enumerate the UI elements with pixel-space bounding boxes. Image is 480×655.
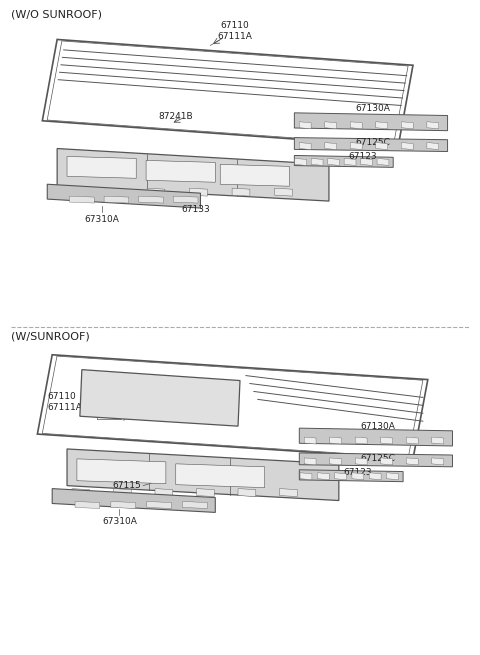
Polygon shape bbox=[295, 159, 307, 165]
Polygon shape bbox=[300, 428, 453, 446]
Text: 67111A: 67111A bbox=[217, 32, 252, 41]
Text: (W/SUNROOF): (W/SUNROOF) bbox=[11, 332, 89, 342]
Polygon shape bbox=[330, 437, 342, 444]
Text: 67125C: 67125C bbox=[360, 455, 396, 463]
Polygon shape bbox=[300, 453, 453, 467]
Polygon shape bbox=[406, 437, 418, 444]
Polygon shape bbox=[311, 159, 323, 165]
Polygon shape bbox=[300, 473, 312, 479]
Polygon shape bbox=[176, 464, 264, 487]
Polygon shape bbox=[369, 473, 381, 479]
Polygon shape bbox=[279, 489, 297, 496]
Polygon shape bbox=[317, 473, 329, 479]
Polygon shape bbox=[432, 458, 444, 465]
Polygon shape bbox=[344, 159, 356, 165]
Text: 87241B: 87241B bbox=[188, 406, 222, 415]
Text: 67310A: 67310A bbox=[102, 517, 137, 526]
Text: 67130A: 67130A bbox=[356, 104, 391, 113]
Polygon shape bbox=[182, 502, 207, 508]
Polygon shape bbox=[386, 473, 398, 479]
Polygon shape bbox=[294, 138, 447, 151]
Polygon shape bbox=[67, 157, 136, 178]
Polygon shape bbox=[432, 437, 444, 444]
Polygon shape bbox=[220, 164, 289, 186]
Polygon shape bbox=[155, 489, 173, 496]
Text: 67115: 67115 bbox=[112, 481, 141, 490]
Polygon shape bbox=[350, 143, 362, 149]
Polygon shape bbox=[300, 470, 403, 481]
Polygon shape bbox=[350, 122, 362, 128]
Text: 67123: 67123 bbox=[344, 468, 372, 477]
Polygon shape bbox=[75, 502, 100, 508]
Polygon shape bbox=[147, 188, 165, 196]
Polygon shape bbox=[381, 437, 393, 444]
Polygon shape bbox=[406, 458, 418, 465]
Polygon shape bbox=[294, 113, 447, 131]
Text: 67111A: 67111A bbox=[47, 403, 82, 412]
Polygon shape bbox=[57, 149, 329, 201]
Polygon shape bbox=[427, 143, 439, 149]
Polygon shape bbox=[104, 196, 129, 203]
Text: 67123: 67123 bbox=[349, 152, 377, 161]
Polygon shape bbox=[376, 143, 388, 149]
Polygon shape bbox=[304, 458, 316, 465]
Text: 67130A: 67130A bbox=[360, 422, 396, 430]
Polygon shape bbox=[196, 489, 214, 496]
Polygon shape bbox=[67, 449, 339, 500]
Polygon shape bbox=[139, 196, 163, 203]
Text: 67133: 67133 bbox=[181, 204, 210, 214]
Polygon shape bbox=[352, 473, 364, 479]
Text: 67125C: 67125C bbox=[356, 138, 391, 147]
Polygon shape bbox=[401, 122, 413, 128]
Polygon shape bbox=[377, 159, 389, 165]
Polygon shape bbox=[381, 458, 393, 465]
Polygon shape bbox=[113, 489, 131, 496]
Polygon shape bbox=[325, 143, 336, 149]
Polygon shape bbox=[304, 437, 316, 444]
Polygon shape bbox=[401, 143, 413, 149]
Polygon shape bbox=[275, 188, 292, 196]
Polygon shape bbox=[232, 188, 250, 196]
Polygon shape bbox=[299, 143, 311, 149]
Polygon shape bbox=[330, 458, 342, 465]
Polygon shape bbox=[355, 458, 367, 465]
Polygon shape bbox=[147, 502, 171, 508]
Polygon shape bbox=[77, 459, 166, 483]
Polygon shape bbox=[146, 160, 216, 182]
Polygon shape bbox=[111, 502, 135, 508]
Text: 67310A: 67310A bbox=[84, 215, 119, 225]
Polygon shape bbox=[80, 369, 240, 426]
Polygon shape bbox=[70, 196, 94, 203]
Polygon shape bbox=[72, 489, 90, 496]
Polygon shape bbox=[335, 473, 347, 479]
Polygon shape bbox=[299, 122, 311, 128]
Polygon shape bbox=[325, 122, 336, 128]
Text: 87241B: 87241B bbox=[158, 112, 192, 121]
Polygon shape bbox=[360, 159, 372, 165]
Polygon shape bbox=[238, 489, 256, 496]
Polygon shape bbox=[427, 122, 439, 128]
Polygon shape bbox=[376, 122, 388, 128]
Polygon shape bbox=[355, 437, 367, 444]
Polygon shape bbox=[173, 196, 198, 203]
Text: (W/O SUNROOF): (W/O SUNROOF) bbox=[11, 10, 102, 20]
Polygon shape bbox=[47, 184, 201, 208]
Polygon shape bbox=[105, 188, 122, 196]
Polygon shape bbox=[52, 489, 216, 512]
Polygon shape bbox=[294, 155, 393, 168]
Polygon shape bbox=[190, 188, 207, 196]
Polygon shape bbox=[328, 159, 339, 165]
Text: 67110: 67110 bbox=[221, 21, 250, 30]
Polygon shape bbox=[62, 188, 80, 196]
Text: 67110: 67110 bbox=[47, 392, 76, 401]
